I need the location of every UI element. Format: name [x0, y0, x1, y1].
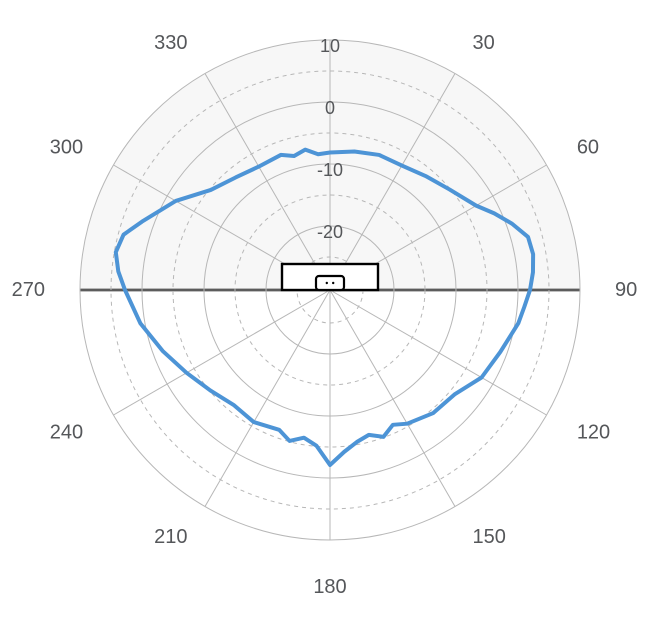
radial-tick-label: -10	[317, 160, 343, 180]
device-port	[316, 276, 344, 290]
polar-chart: 30 60 90 120 150 180 210 240 270 300 330 10 0 -10 -20	[0, 0, 661, 635]
angle-label: 150	[473, 526, 506, 548]
angle-label: 60	[577, 137, 599, 159]
polar-chart-container: 30 60 90 120 150 180 210 240 270 300 330 10 0 -10 -20	[0, 0, 661, 635]
radial-tick-label: 0	[325, 98, 335, 118]
angle-label: 120	[577, 422, 610, 444]
radial-tick-label: 10	[320, 36, 340, 56]
angle-label: 300	[50, 137, 83, 159]
grid-spoke	[330, 290, 547, 415]
center-glyph	[282, 264, 378, 290]
device-dot	[332, 282, 334, 284]
radial-tick-label: -20	[317, 222, 343, 242]
device-dot	[326, 282, 328, 284]
angle-label: 90	[615, 279, 637, 301]
angle-label: 180	[313, 576, 346, 598]
angle-label: 210	[154, 526, 187, 548]
angle-label: 240	[50, 422, 83, 444]
grid-spoke	[330, 290, 455, 507]
angle-label: 330	[154, 32, 187, 54]
labels-layer: 30 60 90 120 150 180 210 240 270 300 330 10 0 -10 -20	[12, 32, 638, 598]
angle-label: 270	[12, 279, 45, 301]
angle-label: 30	[473, 32, 495, 54]
